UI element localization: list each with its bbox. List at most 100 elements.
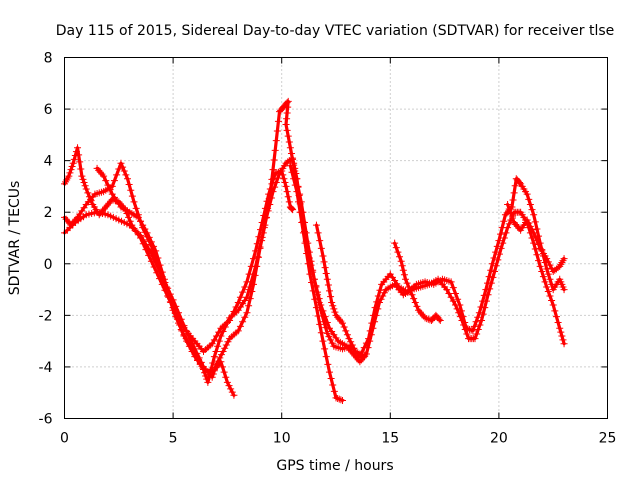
data-point-marker (150, 263, 158, 271)
data-point-marker (316, 237, 324, 245)
data-point-marker (479, 310, 487, 318)
data-point-marker (127, 186, 135, 194)
data-point-marker (413, 302, 421, 310)
data-point-marker (199, 364, 207, 372)
data-point-marker (295, 198, 303, 206)
data-point-marker (350, 344, 358, 352)
data-point-marker (328, 339, 336, 347)
data-point-marker (152, 247, 160, 255)
data-point-marker (482, 286, 490, 294)
y-tick-label: -6 (39, 412, 53, 428)
data-point-marker (163, 283, 171, 291)
data-point-marker (288, 168, 296, 176)
data-point-marker (400, 271, 408, 279)
data-point-marker (451, 289, 459, 297)
data-point-marker (172, 313, 180, 321)
x-tick-label: 20 (490, 431, 508, 447)
data-point-marker (329, 302, 337, 310)
data-point-marker (343, 331, 351, 339)
data-point-marker (253, 240, 261, 248)
data-point-marker (126, 217, 134, 225)
data-point-marker (394, 248, 402, 256)
data-point-marker (243, 309, 251, 317)
data-point-marker (523, 190, 531, 198)
data-point-marker (491, 268, 499, 276)
data-point-marker (236, 322, 244, 330)
data-point-marker (345, 335, 353, 343)
data-point-marker (557, 328, 565, 336)
data-point-marker (335, 395, 343, 403)
data-point-marker (220, 368, 228, 376)
data-point-marker (511, 182, 519, 190)
data-point-marker (286, 162, 294, 170)
data-point-marker (130, 198, 138, 206)
data-point-marker (546, 275, 554, 283)
data-point-marker (474, 313, 482, 321)
data-point-marker (324, 281, 332, 289)
data-point-marker (273, 127, 281, 135)
data-point-marker (546, 292, 554, 300)
data-point-marker (286, 144, 294, 152)
data-point-marker (245, 302, 253, 310)
data-point-marker (366, 327, 374, 335)
data-point-marker (269, 166, 277, 174)
data-point-marker (69, 159, 77, 167)
data-point-marker (82, 185, 90, 193)
data-point-marker (397, 257, 405, 265)
data-point-marker (461, 318, 469, 326)
data-point-marker (554, 318, 562, 326)
data-point-marker (278, 167, 286, 175)
data-point-marker (398, 262, 406, 270)
data-point-marker (285, 198, 293, 206)
data-point-marker (535, 257, 543, 265)
data-point-marker (339, 396, 347, 404)
data-point-marker (279, 171, 287, 179)
data-point-marker (287, 150, 295, 158)
data-point-marker (549, 301, 557, 309)
data-point-marker (258, 219, 266, 227)
data-point-marker (271, 146, 279, 154)
data-point-marker (274, 174, 282, 182)
data-point-marker (526, 200, 534, 208)
data-point-marker (222, 341, 230, 349)
data-point-marker (147, 257, 155, 265)
data-point-marker (119, 163, 127, 171)
data-point-marker (319, 252, 327, 260)
data-point-marker (399, 266, 407, 274)
data-point-marker (320, 318, 328, 326)
data-point-marker (539, 273, 547, 281)
data-point-marker (113, 171, 121, 179)
data-point-marker (70, 155, 78, 163)
data-point-marker (332, 394, 340, 402)
data-point-marker (528, 206, 536, 214)
data-point-marker (533, 237, 541, 245)
data-point-marker (142, 246, 150, 254)
data-point-marker (436, 317, 444, 325)
data-point-marker (104, 181, 112, 189)
data-point-marker (74, 144, 82, 152)
data-point-marker (228, 312, 236, 320)
data-point-marker (473, 330, 481, 338)
data-point-marker (272, 137, 280, 145)
data-point-marker (76, 158, 84, 166)
data-point-marker (322, 353, 330, 361)
data-point-marker (243, 293, 251, 301)
data-point-marker (263, 197, 271, 205)
data-point-marker (120, 167, 128, 175)
data-point-marker (348, 341, 356, 349)
data-point-marker (347, 338, 355, 346)
data-point-marker (498, 224, 506, 232)
data-point-marker (216, 354, 224, 362)
data-point-marker (299, 229, 307, 237)
data-point-marker (337, 396, 345, 404)
data-point-marker (283, 99, 291, 107)
data-point-marker (217, 351, 225, 359)
y-tick-label: 8 (44, 51, 53, 67)
data-point-marker (488, 260, 496, 268)
data-point-marker (80, 179, 88, 187)
data-point-marker (205, 372, 213, 380)
data-point-marker (289, 206, 297, 214)
data-point-marker (249, 255, 257, 263)
data-point-marker (327, 293, 335, 301)
